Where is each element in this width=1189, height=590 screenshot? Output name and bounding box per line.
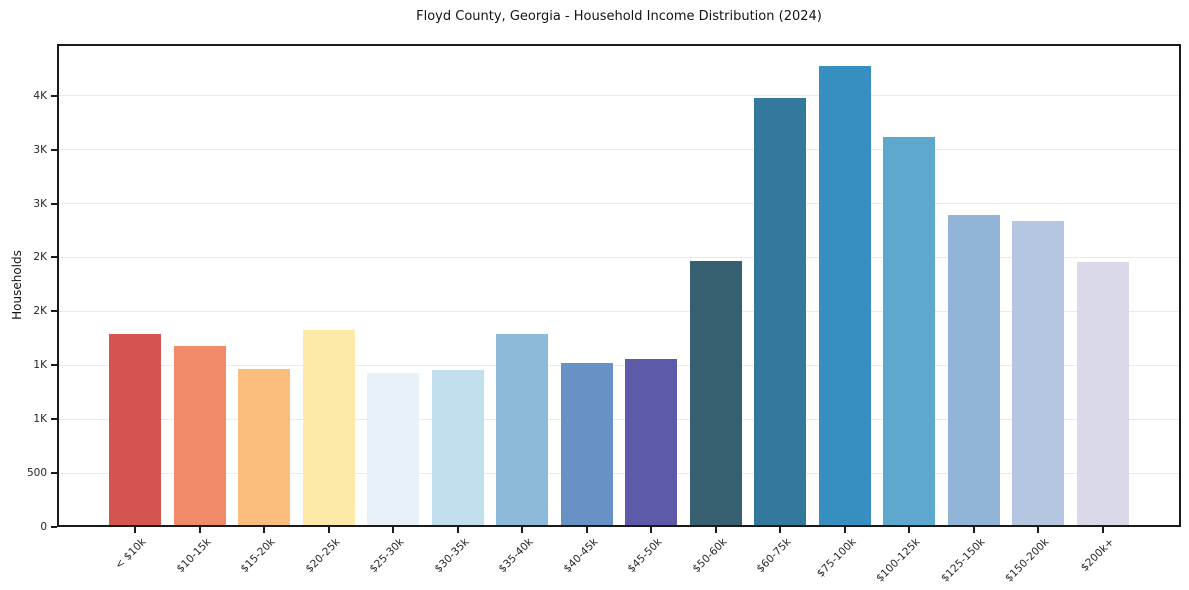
plot-area: [57, 44, 1181, 527]
y-tick-mark: [51, 310, 57, 313]
x-tick-label: $150-200k: [1002, 536, 1052, 585]
x-tick-mark: [779, 527, 781, 533]
x-tick-label: $125-150k: [938, 536, 987, 585]
y-tick-label: 2K: [33, 305, 47, 318]
gridline: [57, 149, 1181, 151]
y-tick-mark: [51, 94, 57, 97]
x-tick-mark: [714, 527, 717, 533]
x-tick-mark: [134, 527, 136, 533]
gridline: [57, 95, 1181, 97]
y-tick-mark: [51, 364, 57, 367]
x-tick-label: $45-50k: [625, 536, 665, 576]
bar-25-30k: [367, 372, 419, 527]
x-tick-label: $60-75k: [754, 536, 794, 576]
x-tick-mark: [585, 527, 588, 533]
y-tick-label: 4K: [33, 89, 47, 102]
x-tick-mark: [843, 527, 846, 533]
bar-200k: [1076, 262, 1129, 527]
y-tick-label: 1K: [33, 359, 47, 372]
gridline: [57, 256, 1181, 258]
x-tick-label: $25-30k: [367, 536, 407, 576]
x-tick-label: $10-15k: [173, 536, 213, 576]
y-tick-label: 3K: [33, 197, 47, 210]
bar-125-150k: [947, 214, 1000, 527]
bar-40-45k: [560, 363, 613, 527]
x-tick-label: $75-100k: [814, 536, 858, 580]
gridline: [57, 310, 1181, 312]
y-tick-label: 2K: [33, 251, 47, 264]
x-tick-label: $20-25k: [302, 536, 342, 576]
y-tick-mark: [51, 256, 57, 259]
y-tick-mark: [51, 472, 57, 475]
y-tick-label: 3K: [33, 143, 47, 156]
bar-10-15k: [173, 345, 226, 527]
x-tick-mark: [972, 527, 975, 533]
y-tick-label: 1K: [33, 413, 47, 426]
y-tick-label: 500: [26, 467, 47, 480]
x-tick-mark: [392, 527, 394, 533]
y-tick-mark: [51, 526, 57, 528]
x-tick-mark: [1101, 527, 1104, 533]
x-tick-mark: [327, 527, 330, 533]
bar-15-20k: [238, 369, 290, 527]
bar-20-25k: [302, 329, 355, 527]
x-tick-label: $50-60k: [689, 536, 729, 576]
y-tick-label: 0: [40, 521, 47, 533]
x-tick-label: $200k+: [1078, 536, 1116, 574]
x-tick-mark: [263, 527, 265, 533]
y-tick-mark: [51, 418, 57, 421]
bar-45-50k: [625, 358, 677, 527]
bar-150-200k: [1012, 220, 1064, 527]
bar-100-125k: [883, 137, 935, 527]
bar-35-40k: [496, 334, 548, 527]
bar-10k: [109, 334, 161, 527]
bar-50-60k: [689, 260, 742, 527]
x-tick-label: < $10k: [112, 536, 149, 572]
bar-30-35k: [431, 370, 484, 527]
x-tick-mark: [521, 527, 523, 533]
x-tick-label: $30-35k: [431, 536, 471, 576]
x-tick-label: $100-125k: [873, 536, 923, 585]
gridline: [57, 472, 1181, 474]
x-tick-mark: [456, 527, 459, 533]
x-tick-mark: [650, 527, 652, 533]
chart-title: Floyd County, Georgia - Household Income…: [416, 9, 822, 24]
gridline: [57, 203, 1181, 205]
gridline: [57, 418, 1181, 420]
gridline: [57, 364, 1181, 366]
x-tick-mark: [1037, 527, 1039, 533]
bar-75-100k: [818, 65, 871, 527]
x-tick-label: $15-20k: [238, 536, 278, 576]
x-tick-mark: [198, 527, 201, 533]
bar-60-75k: [754, 98, 806, 527]
x-tick-label: $40-45k: [560, 536, 600, 576]
y-tick-mark: [51, 148, 57, 151]
x-tick-label: $35-40k: [496, 536, 536, 576]
x-tick-mark: [908, 527, 910, 533]
y-tick-mark: [51, 202, 57, 205]
